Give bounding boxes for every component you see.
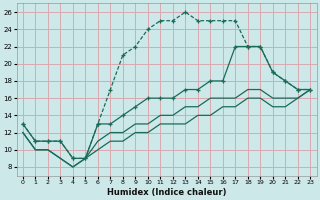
X-axis label: Humidex (Indice chaleur): Humidex (Indice chaleur)	[107, 188, 226, 197]
